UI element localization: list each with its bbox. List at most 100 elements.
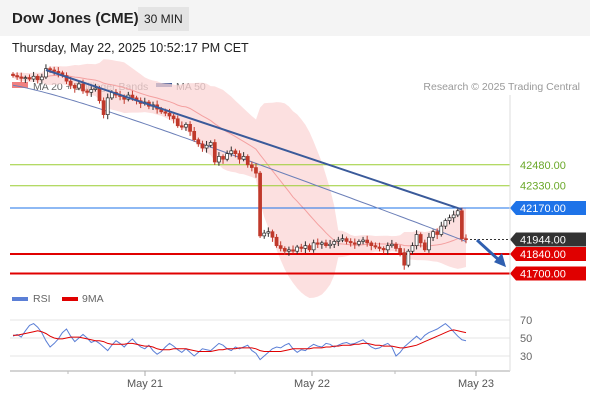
candle-body — [204, 144, 209, 149]
candle-body — [427, 236, 431, 251]
candle-body — [451, 214, 456, 219]
x-tick-label: May 22 — [294, 378, 330, 390]
candle-body — [385, 245, 390, 251]
level-label-41700.00: 41700.00 — [520, 269, 566, 281]
candle-body — [320, 242, 324, 245]
candle-body — [35, 75, 40, 81]
candle-body — [48, 68, 52, 71]
candle-body — [336, 239, 341, 242]
candle-body — [443, 220, 448, 227]
candle-body — [315, 242, 320, 245]
candle-body — [77, 83, 81, 89]
candle-body — [225, 153, 229, 160]
candle-body — [188, 124, 192, 132]
candle-body — [344, 238, 349, 242]
candle-body — [93, 87, 98, 90]
legend-swatch-ma20 — [12, 82, 28, 88]
candle-body — [365, 239, 370, 244]
candle-body — [406, 250, 411, 266]
level-tag-41840.00 — [510, 247, 586, 261]
candle-body — [23, 77, 28, 80]
candle-body — [431, 231, 435, 238]
candle-body — [394, 243, 398, 249]
candle-body — [19, 76, 24, 79]
candle-body — [200, 143, 205, 149]
candle-body — [31, 75, 36, 80]
candle-body — [184, 124, 188, 128]
candle-body — [196, 139, 201, 145]
candle-body — [328, 243, 332, 246]
candle-body — [361, 239, 365, 242]
level-label-42170.00: 42170.00 — [520, 203, 566, 215]
candle-body — [418, 234, 423, 244]
timeframe-badge[interactable]: 30 MIN — [138, 7, 189, 31]
credit-text: Research © 2025 Trading Central — [423, 81, 580, 93]
candle-body — [274, 236, 279, 246]
candle-body — [291, 249, 295, 252]
rsi-legend-label-rsi: RSI — [33, 293, 51, 305]
header-bar — [0, 0, 590, 36]
candle-body — [56, 71, 61, 74]
candle-body — [460, 210, 464, 240]
candle-body — [402, 252, 407, 266]
level-label-42480.00: 42480.00 — [520, 160, 566, 172]
candle-body — [299, 246, 304, 249]
level-label-41944.00: 41944.00 — [520, 235, 566, 247]
candle-body — [398, 248, 402, 253]
candle-body — [390, 243, 394, 246]
candle-body — [303, 245, 308, 249]
level-tag-42170.00 — [510, 201, 586, 215]
candle-body — [270, 231, 275, 238]
downtrend-line — [45, 69, 463, 211]
candle-body — [447, 217, 452, 221]
candle-body — [373, 245, 378, 248]
candle-body — [52, 69, 57, 72]
projection-arrow-head — [494, 253, 506, 268]
candle-body — [221, 156, 225, 160]
candle-body — [258, 172, 262, 237]
candle-body — [455, 210, 460, 216]
candle-body — [352, 242, 357, 245]
candle-body — [348, 241, 353, 244]
candle-body — [307, 245, 312, 251]
candle-body — [130, 94, 135, 99]
rsi-legend-swatch-rsi — [12, 297, 28, 301]
candle-body — [282, 248, 287, 252]
candle-body — [311, 242, 316, 251]
candle-body — [245, 156, 250, 166]
candle-body — [295, 246, 300, 252]
candle-body — [464, 238, 468, 241]
candle-body — [89, 89, 94, 93]
candle-body — [11, 73, 15, 76]
candle-body — [171, 115, 176, 120]
candle-body — [250, 164, 254, 168]
candle-body — [179, 125, 184, 128]
candle-body — [324, 242, 328, 246]
candle-body — [163, 111, 168, 114]
rsi-tick-label: 70 — [520, 315, 532, 327]
ma20-line — [12, 74, 467, 247]
projection-arrow-shaft — [475, 238, 501, 262]
candle-body — [175, 118, 180, 127]
rsi-legend-label-9ma: 9MA — [82, 293, 104, 305]
rsi-legend-swatch-9ma — [62, 297, 78, 301]
candle-body — [287, 249, 291, 252]
candle-body — [414, 234, 419, 246]
candle-body — [97, 87, 102, 102]
candle-body — [377, 246, 382, 249]
candle-body — [233, 150, 238, 154]
candle-body — [435, 231, 440, 235]
candle-body — [208, 142, 213, 146]
candle-body — [101, 100, 106, 115]
candle-body — [44, 68, 48, 78]
candle-body — [217, 156, 221, 163]
candle-body — [68, 80, 73, 86]
candle-body — [27, 77, 32, 80]
candle-body — [266, 231, 271, 234]
candle-body — [369, 242, 374, 246]
candle-body — [192, 130, 197, 141]
level-label-41840.00: 41840.00 — [520, 249, 566, 261]
level-tag-41700.00 — [510, 266, 586, 281]
candle-body — [39, 76, 44, 81]
